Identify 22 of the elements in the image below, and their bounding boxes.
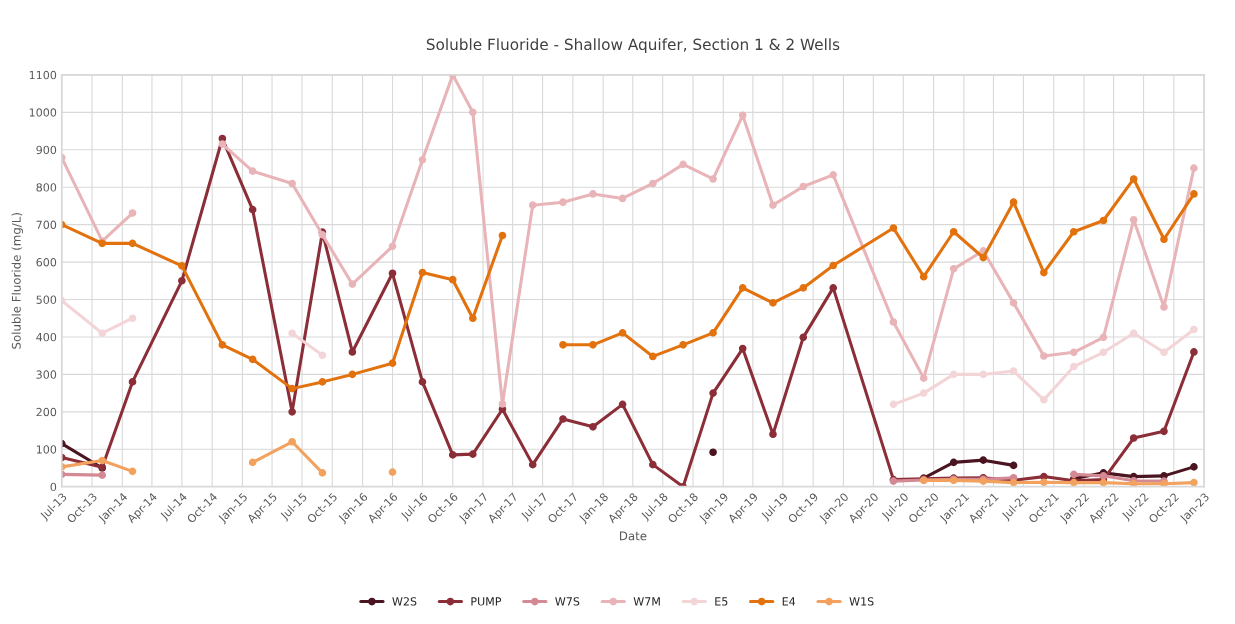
y-tick-label: 800 [36, 183, 57, 192]
y-tick-label: 900 [36, 145, 57, 155]
legend-label: E4 [782, 597, 796, 606]
legend-label: PUMP [471, 597, 502, 606]
y-axis-title: Soluble Fluoride (mg/L) [11, 213, 24, 349]
y-tick-label: 600 [36, 258, 57, 267]
y-tick-label: 1000 [29, 108, 57, 117]
y-tick-label: 300 [36, 370, 57, 379]
y-tick-label: 200 [36, 407, 57, 417]
legend-label: W1S [849, 597, 874, 606]
legend-label: E5 [715, 597, 728, 606]
y-tick-label: 400 [36, 332, 57, 342]
y-tick-label: 1100 [29, 70, 57, 80]
y-tick-label: 100 [36, 445, 57, 454]
legend-label: W2S [392, 597, 417, 606]
y-tick-label: 500 [36, 295, 57, 304]
legend-label: W7M [633, 597, 660, 606]
y-tick-label: 0 [50, 482, 57, 492]
x-axis-title: Date [619, 531, 647, 541]
legend-label: W7S [555, 597, 580, 606]
chart-title: Soluble Fluoride - Shallow Aquifer, Section 1 & 2 Wells [426, 38, 840, 54]
y-tick-label: 700 [36, 220, 57, 230]
